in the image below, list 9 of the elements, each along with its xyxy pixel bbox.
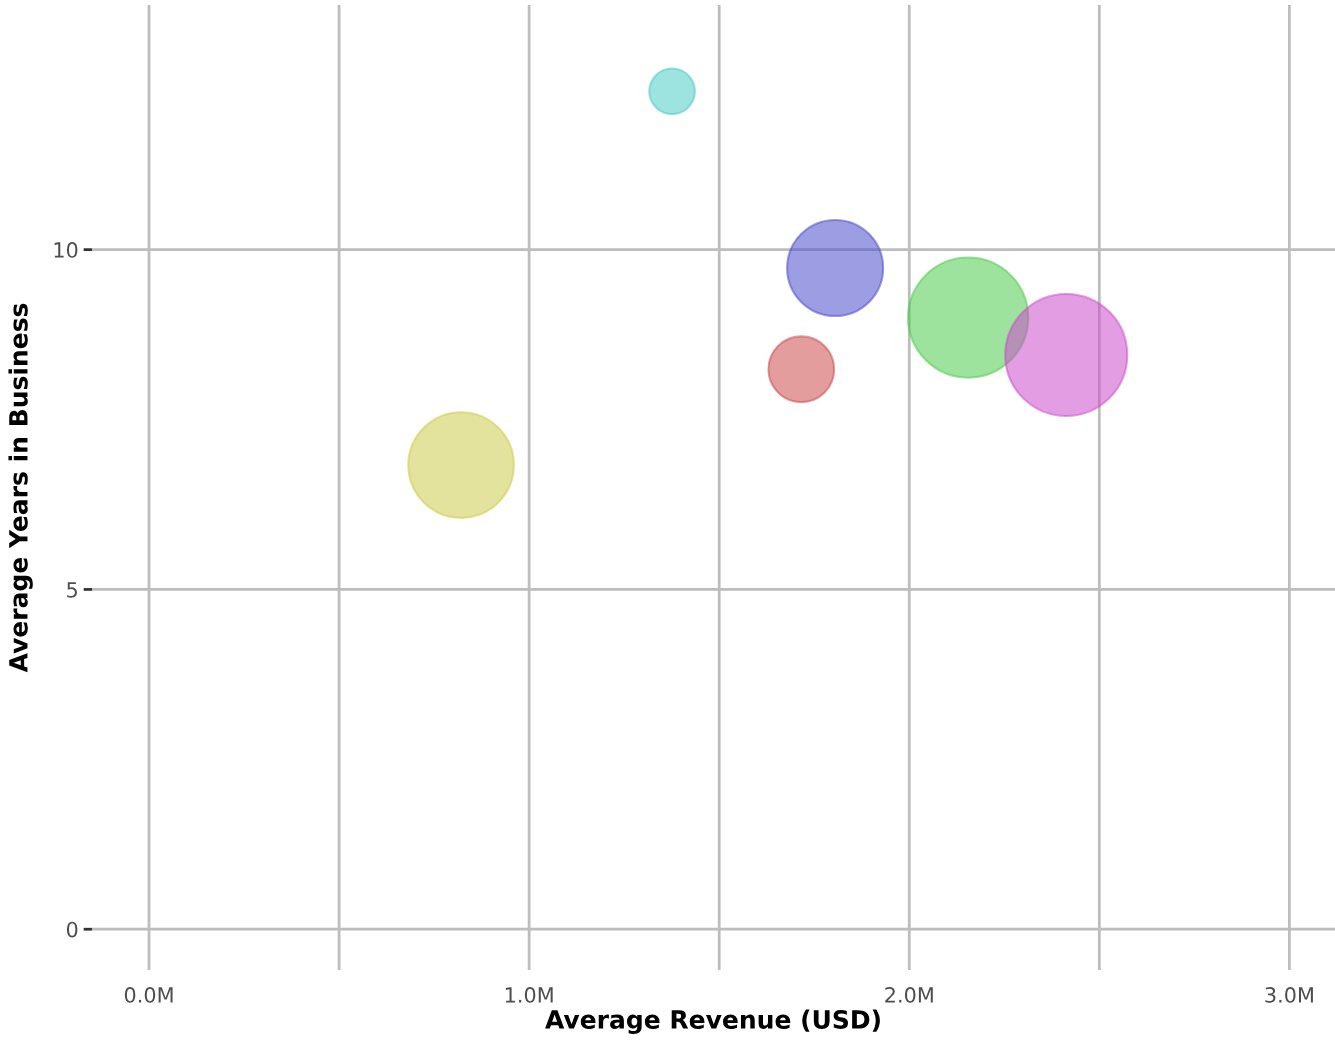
y-tick-label: 5: [67, 582, 77, 598]
x-axis-title: Average Revenue (USD): [545, 1009, 880, 1034]
x-tick-label: 0.0M: [124, 987, 173, 1003]
x-tick-label: 1.0M: [505, 987, 553, 1003]
y-tick-label: 0: [66, 921, 78, 938]
y-tick-label: 10: [54, 242, 78, 258]
y-axis-title: Average Years in Business: [8, 303, 33, 673]
x-tick-label: 2.0M: [885, 987, 933, 1003]
x-tick-label: 3.0M: [1265, 987, 1313, 1003]
